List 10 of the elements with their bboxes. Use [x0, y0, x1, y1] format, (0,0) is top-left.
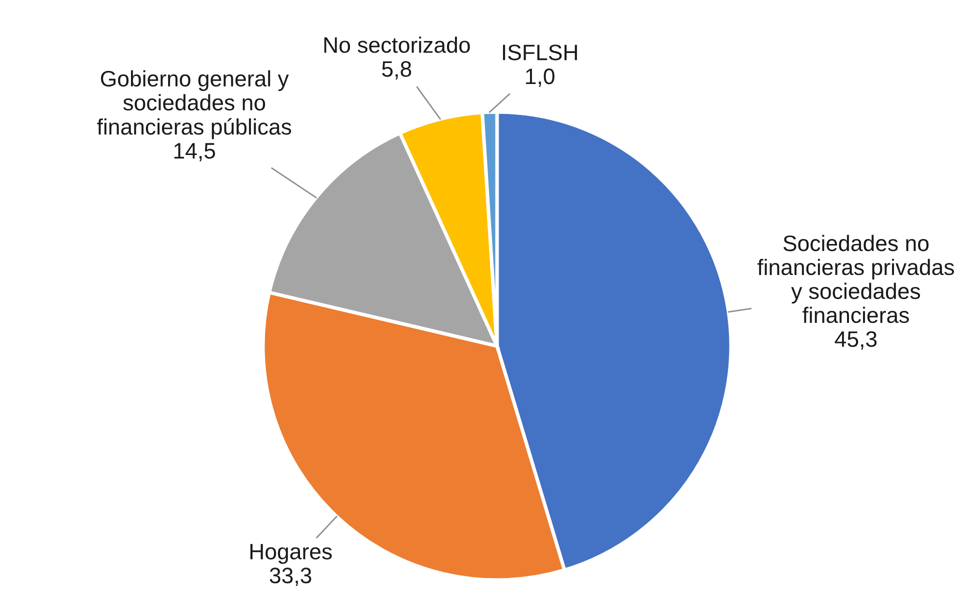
slice-label: Gobierno general y sociedades no financieras públicas: [97, 70, 292, 140]
data-label: 45,3: [834, 331, 877, 350]
data-label: 14,5: [174, 143, 216, 162]
data-label: 1,0: [526, 68, 554, 87]
data-label: 5,8: [382, 61, 412, 80]
data-label: 33,3: [270, 568, 312, 586]
slice-label: Hogares: [250, 544, 332, 564]
slice-label: No sectorizado: [324, 36, 470, 53]
slice-label: Sociedades no financieras privadas y sociedades financieras: [757, 234, 954, 324]
slice-label: ISFLSH: [502, 44, 577, 60]
